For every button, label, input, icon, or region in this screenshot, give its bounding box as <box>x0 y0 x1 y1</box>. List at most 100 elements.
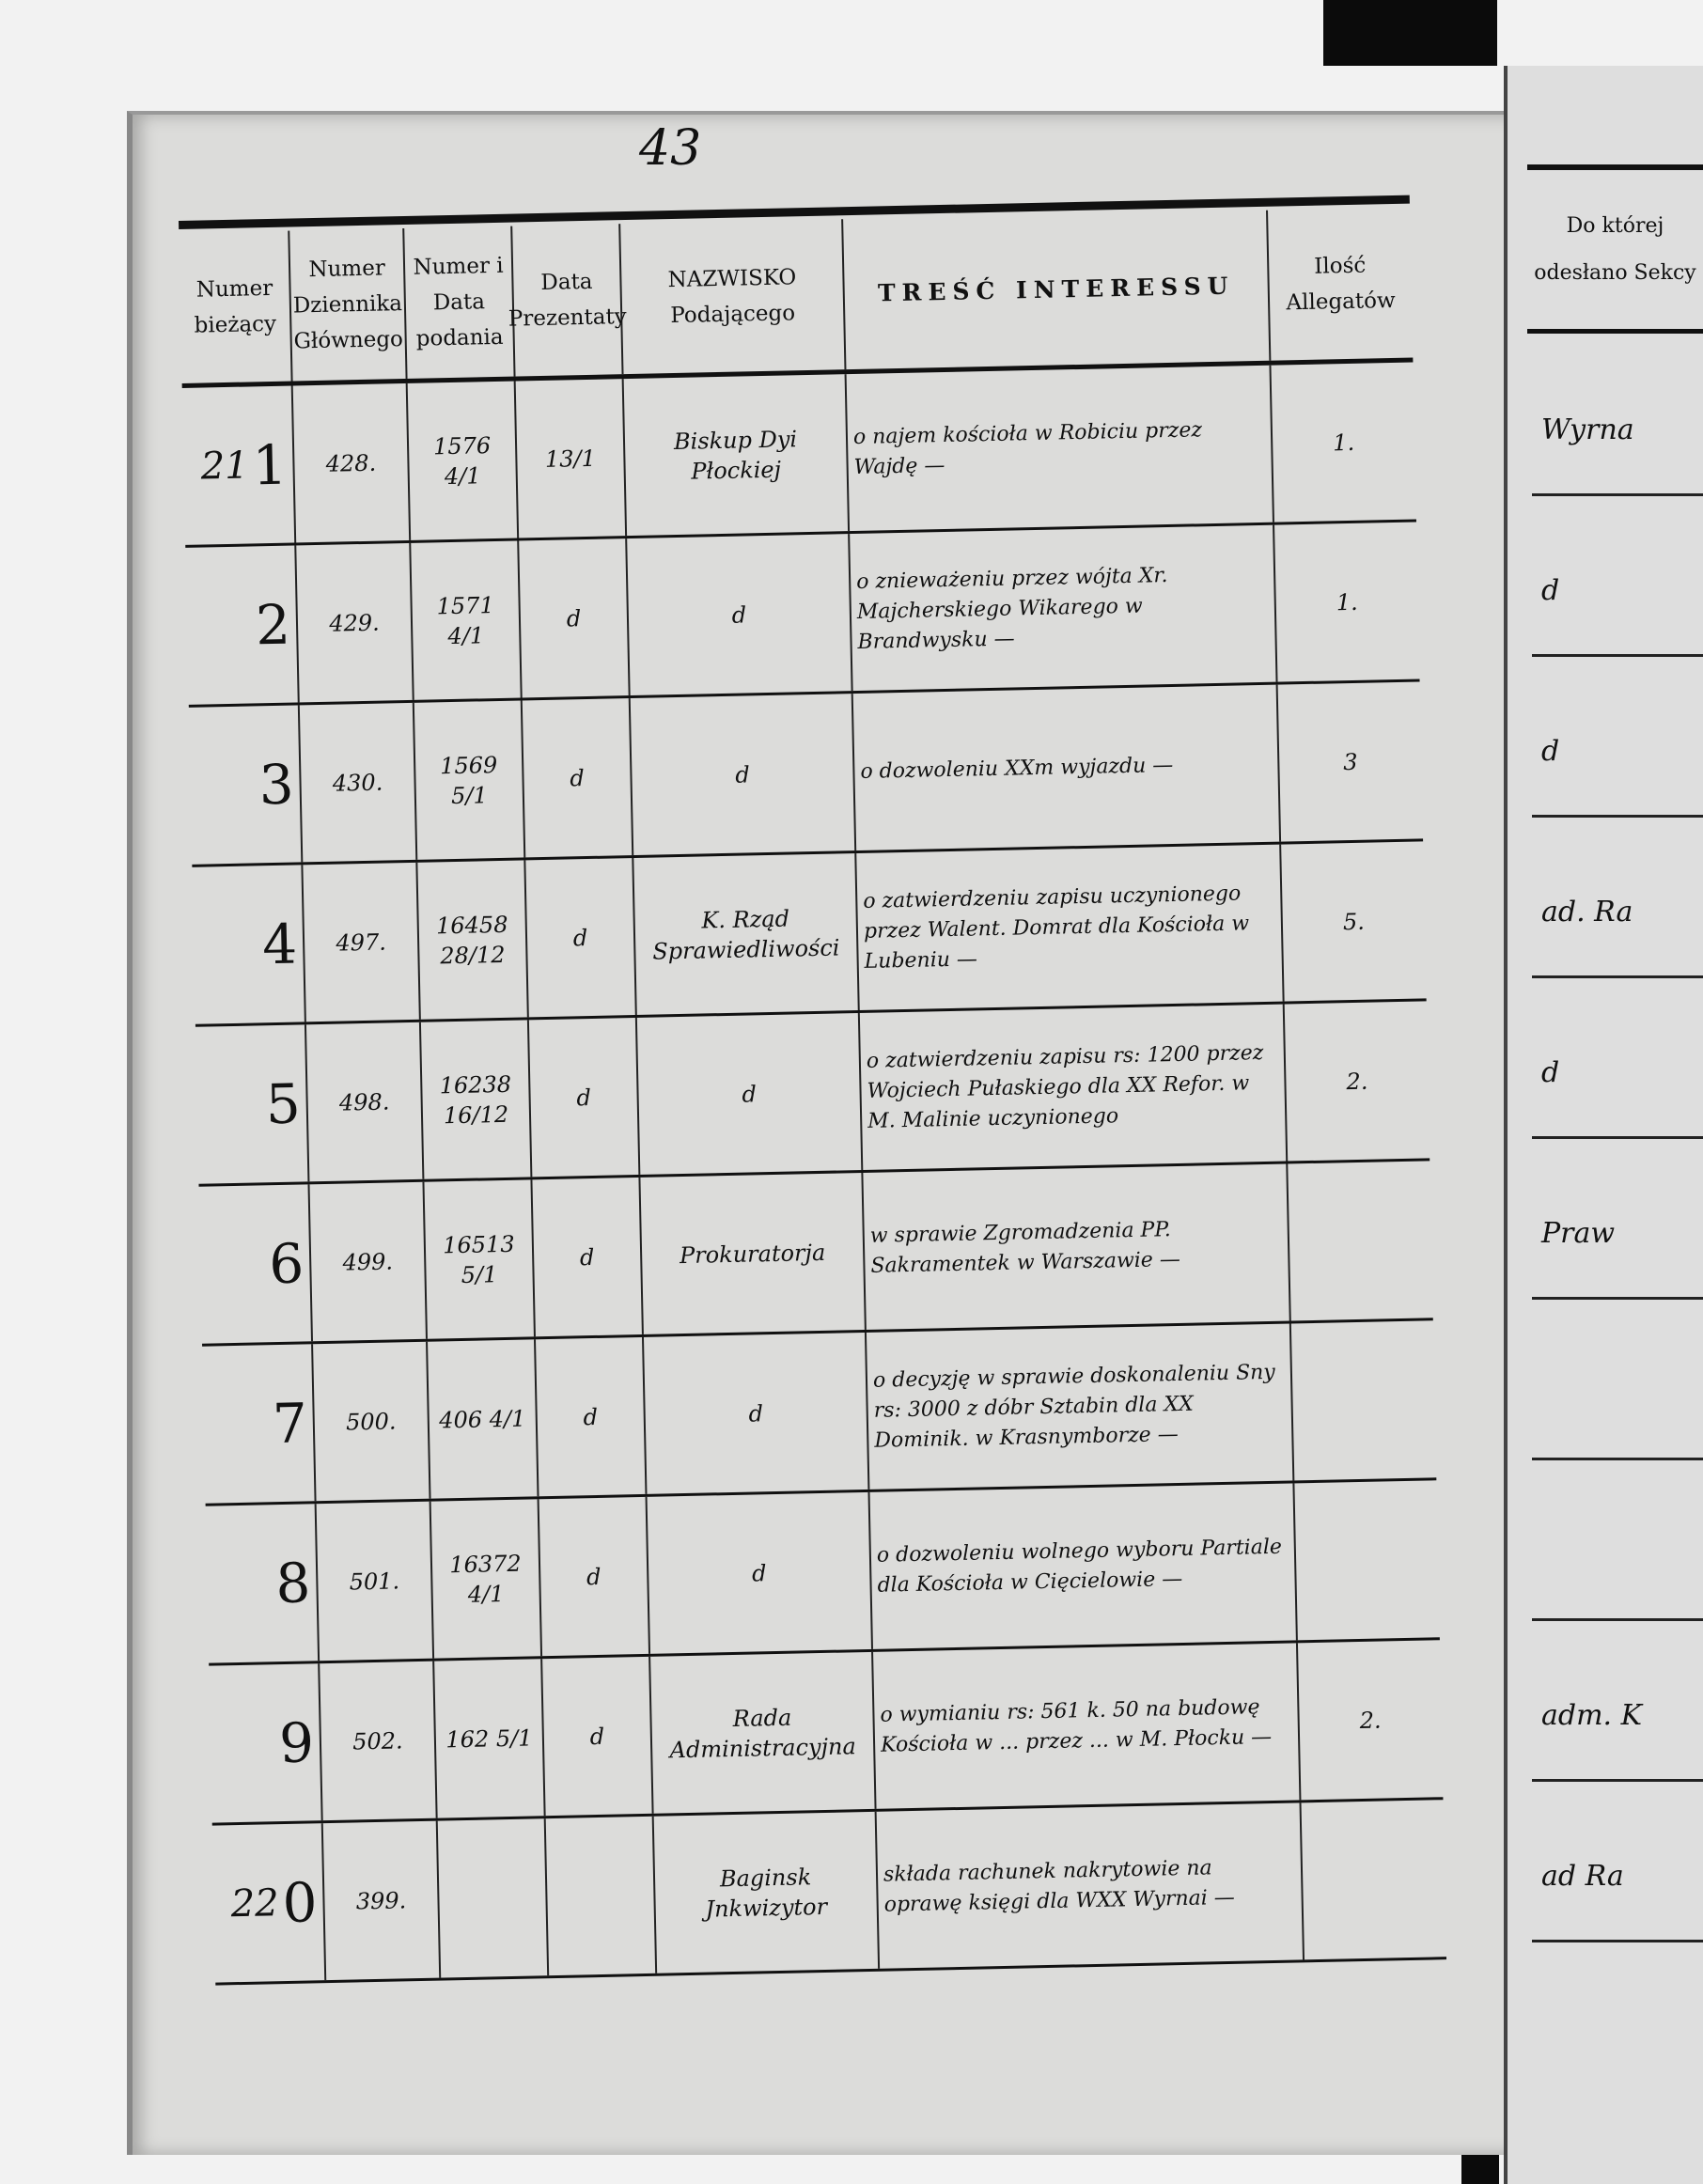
cell-numer-data: 16513 5/1 <box>424 1179 536 1339</box>
cell-nazwisko: K. Rząd Sprawiedliwości <box>633 853 860 1015</box>
cell-numer-data: 16458 28/12 <box>417 860 529 1020</box>
cell-tresc: o znieważeniu przez wójta Xr. Majcherski… <box>850 524 1278 692</box>
row-rule <box>1532 1297 1703 1300</box>
cell-numer-biezacy: 5 <box>195 1024 310 1184</box>
handwritten-prefix: 22 <box>230 1880 280 1926</box>
handwritten-prefix: 21 <box>200 444 250 489</box>
table-body: 21 1 428. 1576 4/1 13/1 Biskup Dyi Płockiej o … <box>181 362 1447 1986</box>
printed-number: 4 <box>261 912 298 976</box>
cell-allegaty <box>1294 1480 1439 1640</box>
left-page <box>127 111 1518 2155</box>
cell-allegaty: 2. <box>1346 1068 1368 1095</box>
cell-nazwisko: d <box>636 1013 864 1175</box>
cell-numer-biezacy: 22 0 <box>211 1823 327 1983</box>
printed-number: 7 <box>272 1390 308 1456</box>
header-numer-dziennika: Numer Dziennika Głównego <box>289 227 408 382</box>
cell-tresc: o najem kościoła w Robiciu przez Wajdę — <box>846 365 1274 532</box>
cell-prezentata <box>545 1816 658 1976</box>
row-rule <box>1532 815 1703 818</box>
cell-nazwisko: d <box>647 1491 873 1654</box>
cell-tresc: o dozwoleniu XXm wyjazdu — <box>852 684 1282 851</box>
cell-dziennik: 499. <box>309 1181 428 1342</box>
cell-dziennik: 497. <box>303 862 421 1022</box>
cell-allegaty: 1. <box>1332 429 1355 456</box>
cell-prezentata: d <box>528 1017 641 1178</box>
cell-allegaty: 2. <box>1359 1707 1382 1734</box>
cell-numer-data: 1571 4/1 <box>411 540 523 700</box>
cell-numer-data <box>437 1818 550 1978</box>
cell-numer-data: 1569 5/1 <box>414 700 526 860</box>
table-row: 21 1 428. 1576 4/1 13/1 Biskup Dyi Płockiej o … <box>181 362 1417 548</box>
cell-prezentata: d <box>536 1336 648 1497</box>
printed-number: 8 <box>274 1550 312 1615</box>
row-rule <box>1532 1779 1703 1782</box>
cell-prezentata: d <box>532 1177 644 1337</box>
cell-allegaty: 3 <box>1342 748 1358 775</box>
cell-nazwisko: d <box>630 694 857 856</box>
printed-number: 2 <box>255 592 291 657</box>
cell-tresc: o zatwierdzeniu zapisu uczynionego przez… <box>856 844 1285 1011</box>
cell-numer-biezacy: 3 <box>188 705 304 865</box>
row-rule <box>1532 493 1703 496</box>
cell-nazwisko: d <box>643 1332 870 1494</box>
row-rule <box>1532 1458 1703 1460</box>
cell-nazwisko: Baginsk Jnkwizytor <box>653 1811 881 1973</box>
table-row: 22 0 399. Baginsk Jnkwizytor składa rachunek… <box>211 1800 1447 1986</box>
cell-tresc: o wymianiu rs: 561 k. 50 na budowę Kości… <box>873 1643 1302 1809</box>
printed-number: 1 <box>251 432 289 497</box>
cell-dziennik: 429. <box>296 542 414 703</box>
cell-numer-data: 162 5/1 <box>434 1659 546 1818</box>
page-number: 43 <box>639 120 702 177</box>
cell-numer-biezacy: 2 <box>185 545 300 705</box>
cell-numer-biezacy: 8 <box>205 1504 320 1663</box>
cell-tresc: o zatwierdzeniu zapisu rs: 1200 przez Wo… <box>859 1004 1289 1170</box>
row-rule <box>1532 1618 1703 1621</box>
header-data-prezentaty: Data Prezentaty <box>508 224 627 377</box>
header-numer-data-podania: Numer i Data podania <box>404 226 516 379</box>
header-numer-biezacy: Numer bieżący <box>179 230 293 383</box>
right-page <box>1504 66 1703 2184</box>
cell-allegaty <box>1302 1800 1446 1959</box>
right-page-header: Do której odesłano Sekcy <box>1527 164 1703 334</box>
cell-tresc: w sprawie Zgromadzenia PP. Sakramentek w… <box>863 1163 1291 1330</box>
cell-dziennik: 428. <box>292 382 412 543</box>
printed-number: 9 <box>278 1709 315 1775</box>
table-row: 8 501. 16372 4/1 d d o dozwoleniu wolnego wyb… <box>205 1480 1440 1666</box>
row-rule <box>1532 654 1703 657</box>
cell-tresc: o dozwoleniu wolnego wyboru Partiale dla… <box>869 1483 1298 1649</box>
cell-numer-biezacy: 7 <box>202 1344 317 1504</box>
cell-tresc: o decyzję w sprawie doskonaleniu Sny rs:… <box>866 1323 1295 1490</box>
table-row: 7 500. 406 4/1 d d o decyzję w sprawie doskon… <box>202 1320 1437 1506</box>
cell-nazwisko: Biskup Dyi Płockiej <box>623 374 851 537</box>
cell-nazwisko: Rada Administracyjna <box>650 1651 877 1814</box>
cell-numer-biezacy: 21 1 <box>181 385 297 545</box>
table-row: 3 430. 1569 5/1 d d o dozwoleniu XXm wyjazdu … <box>188 681 1424 867</box>
cell-allegaty <box>1288 1161 1432 1320</box>
cell-dziennik: 399. <box>322 1820 442 1981</box>
cell-sekcja: Praw <box>1541 1217 1616 1250</box>
cell-dziennik: 502. <box>320 1661 438 1821</box>
cell-sekcja: d <box>1541 574 1560 607</box>
table-row: 5 498. 16238 16/12 d d o zatwierdzeniu zapisu… <box>195 1001 1430 1187</box>
printed-number: 6 <box>268 1230 305 1296</box>
cell-prezentata: d <box>542 1656 654 1817</box>
cell-sekcja: d <box>1541 1056 1560 1089</box>
cell-sekcja: adm. K <box>1541 1699 1643 1732</box>
cell-prezentata: d <box>539 1496 651 1657</box>
cell-prezentata: d <box>522 698 634 858</box>
cell-prezentata: d <box>525 858 637 1018</box>
cell-sekcja: ad Ra <box>1541 1860 1624 1893</box>
cell-dziennik: 498. <box>305 1022 425 1182</box>
table-header: Numer bieżący Numer Dziennika Głównego N… <box>179 207 1414 388</box>
header-tresc: TREŚĆ INTERESSU <box>843 210 1272 370</box>
cell-sekcja: ad. Ra <box>1541 896 1633 928</box>
cell-dziennik: 500. <box>313 1341 431 1502</box>
printed-number: 0 <box>281 1869 319 1935</box>
scan-border-top <box>1323 0 1497 66</box>
printed-number: 5 <box>265 1070 302 1136</box>
table-row: 2 429. 1571 4/1 d d o znieważeniu przez wójta… <box>185 522 1420 708</box>
cell-allegaty <box>1291 1320 1436 1480</box>
cell-prezentata: 13/1 <box>515 379 628 538</box>
cell-numer-data: 406 4/1 <box>428 1339 539 1499</box>
cell-tresc: składa rachunek nakrytowie na oprawę ksi… <box>876 1802 1305 1969</box>
